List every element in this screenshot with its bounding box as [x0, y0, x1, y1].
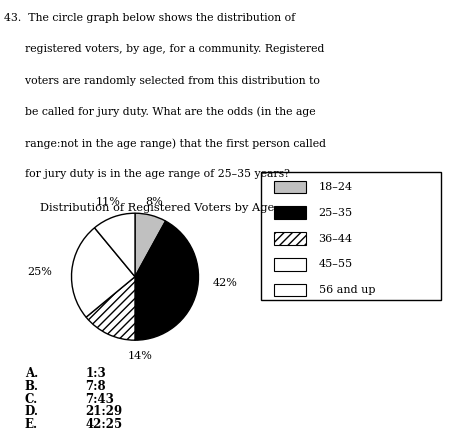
Wedge shape	[135, 221, 198, 340]
Text: B.: B.	[25, 380, 39, 393]
Text: 18–24: 18–24	[319, 182, 353, 192]
Text: 25%: 25%	[27, 267, 53, 277]
Text: 11%: 11%	[96, 197, 121, 207]
Text: voters are randomly selected from this distribution to: voters are randomly selected from this d…	[4, 76, 320, 85]
Wedge shape	[86, 277, 135, 340]
Text: 7:8: 7:8	[86, 380, 106, 393]
Text: C.: C.	[25, 393, 38, 405]
Bar	[274, 232, 306, 245]
Text: D.: D.	[25, 405, 39, 418]
Text: 1:3: 1:3	[86, 367, 106, 380]
Text: 42:25: 42:25	[86, 418, 122, 429]
FancyBboxPatch shape	[261, 172, 441, 300]
Bar	[274, 284, 306, 296]
Wedge shape	[94, 213, 135, 277]
Wedge shape	[135, 213, 166, 277]
Text: E.: E.	[25, 418, 38, 429]
Text: Distribution of Registered Voters by Age: Distribution of Registered Voters by Age	[40, 203, 274, 213]
Bar	[274, 258, 306, 271]
Text: 42%: 42%	[212, 278, 237, 288]
Text: 25–35: 25–35	[319, 208, 353, 218]
Text: 8%: 8%	[145, 197, 163, 207]
Text: 45–55: 45–55	[319, 259, 353, 269]
Text: 14%: 14%	[128, 351, 153, 361]
Text: 43.  The circle graph below shows the distribution of: 43. The circle graph below shows the dis…	[4, 13, 296, 23]
Bar	[274, 181, 306, 193]
Text: 7:43: 7:43	[86, 393, 114, 405]
Text: 21:29: 21:29	[86, 405, 122, 418]
Text: registered voters, by age, for a community. Registered: registered voters, by age, for a communi…	[4, 44, 325, 54]
Text: be called for jury duty. What are the odds (in the age: be called for jury duty. What are the od…	[4, 107, 316, 118]
Text: 56 and up: 56 and up	[319, 285, 375, 295]
Bar	[274, 206, 306, 219]
Text: A.: A.	[25, 367, 38, 380]
Text: for jury duty is in the age range of 25–35 years?: for jury duty is in the age range of 25–…	[4, 169, 290, 179]
Wedge shape	[72, 228, 135, 317]
Text: 36–44: 36–44	[319, 233, 353, 244]
Text: range:not in the age range) that the first person called: range:not in the age range) that the fir…	[4, 138, 327, 149]
